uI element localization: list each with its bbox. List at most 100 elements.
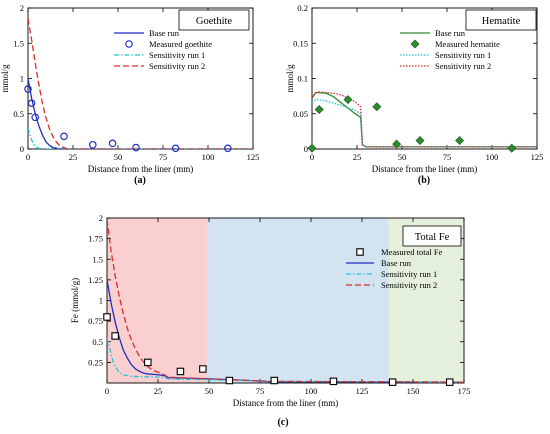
x-tick-label: 0: [26, 152, 30, 162]
series-sensitivity-run-2-line: [107, 219, 464, 383]
chart-title-box: [465, 9, 537, 31]
series-measured-total-fe-point: [445, 378, 454, 386]
y-tick-label: 0.15: [293, 38, 308, 48]
legend-measured-hematite-swatch: [410, 39, 420, 49]
series-measured-hematite-point: [372, 102, 382, 112]
legend-sensitivity-run-1-label: Sensitivity run 1: [381, 269, 437, 279]
y-tick-label: 0.2: [297, 3, 308, 13]
y-axis-label: mmol/g: [285, 64, 295, 93]
x-tick-label: 50: [205, 386, 214, 396]
series-measured-total-fe-point: [388, 378, 397, 386]
chart-panel-b: 0 25 50 75 100 125 0 0.05 0.1 0.15 0.2 Distance fro…: [285, 3, 543, 186]
y-tick-label: 2: [99, 213, 103, 223]
x-tick-label: 125: [247, 152, 260, 162]
legend-measured-goethite-swatch: [125, 40, 133, 48]
panel-label: (b): [418, 175, 430, 186]
legend-base-run-label: Base run: [435, 28, 466, 38]
x-tick-label: 25: [353, 152, 362, 162]
series-measured-hematite-point: [343, 95, 353, 105]
series-sensitivity-run-1-line: [312, 99, 537, 148]
y-tick-label: 1.75: [88, 234, 103, 244]
x-tick-label: 50: [114, 152, 123, 162]
series-measured-total-fe-point: [270, 376, 279, 385]
y-tick-label: 0.5: [13, 109, 24, 119]
x-tick-label: 50: [398, 152, 407, 162]
series-measured-goethite-point: [89, 140, 97, 149]
background-zone-1: [107, 218, 207, 383]
y-tick-label: 2: [20, 3, 24, 13]
y-tick-label: 1: [99, 296, 103, 306]
series-measured-hematite-point: [507, 143, 517, 153]
series-sensitivity-run-1-line: [107, 337, 464, 383]
series-measured-goethite-point: [224, 144, 232, 153]
legend-sensitivity-run-2-label: Sensitivity run 2: [435, 61, 491, 71]
x-tick-label: 75: [443, 152, 452, 162]
series-group: [312, 91, 537, 148]
legend-measured-hematite-label: Measured hematite: [435, 39, 500, 49]
y-tick-label: 0: [304, 144, 308, 154]
y-tick-label: 1: [20, 74, 24, 84]
x-tick-label: 0: [310, 152, 314, 162]
series-measured-hematite-point: [455, 136, 465, 146]
y-tick-label: 1.5: [13, 38, 24, 48]
series-measured-goethite-point: [60, 132, 68, 141]
series-measured-hematite-point: [415, 136, 425, 146]
series-measured-hematite-point: [307, 143, 317, 153]
x-tick-label: 100: [305, 386, 318, 396]
series-group: [28, 18, 253, 149]
series-measured-total-fe-point: [176, 367, 185, 376]
series-measured-total-fe-point: [329, 377, 338, 386]
legend-sensitivity-run-1-label: Sensitivity run 1: [435, 50, 491, 60]
y-axis-label: Fe (mmol/g): [70, 278, 80, 323]
panel-label: (c): [277, 417, 288, 428]
series-measured-total-fe-point: [199, 365, 207, 373]
series-measured-total-fe-point: [111, 332, 119, 340]
x-tick-label: 25: [154, 386, 163, 396]
y-tick-label: 0.1: [297, 74, 308, 84]
legend-sensitivity-run-2-label: Sensitivity run 2: [149, 61, 205, 71]
x-axis-label: Distance from the liner (mm): [233, 398, 338, 408]
chart-title: Goethite: [196, 16, 232, 27]
y-tick-label: 0: [20, 144, 24, 154]
x-tick-label: 25: [69, 152, 78, 162]
series-measured-total-fe-point: [225, 376, 234, 385]
x-tick-label: 150: [407, 386, 420, 396]
x-tick-label: 175: [458, 386, 471, 396]
series-measured-goethite-point: [108, 139, 117, 148]
x-tick-label: 75: [256, 386, 265, 396]
legend-sensitivity-run-1-label: Sensitivity run 1: [149, 50, 205, 60]
x-tick-label: 75: [159, 152, 168, 162]
legend-measured-goethite-label: Measured goethite: [149, 39, 212, 49]
series-measured-goethite-point: [132, 143, 140, 152]
chart-title: Total Fe: [415, 232, 450, 243]
background-zone-2: [206, 218, 389, 383]
chart-title-box: [402, 225, 462, 247]
legend-base-run-label: Base run: [149, 28, 180, 38]
chart-title-box: [178, 9, 250, 31]
x-axis-label: Distance from the liner (mm): [372, 164, 477, 174]
x-tick-label: 100: [486, 152, 499, 162]
legend-base-run-label: Base run: [381, 258, 412, 268]
y-axis-label: mmol/g: [0, 64, 10, 93]
legend-measured-total-fe-swatch: [356, 248, 364, 256]
chart-panel-c: 0 25 50 75 100 125 150 175 0.25 0.5 0.75 1 1.25 1.5 1.…: [70, 213, 470, 428]
legend-measured-total-fe-label: Measured total Fe: [381, 247, 443, 257]
series-measured-hematite-point: [314, 105, 324, 115]
y-tick-label: 0.75: [88, 316, 103, 326]
series-sensitivity-run-2-line: [28, 18, 253, 149]
series-measured-hematite-point: [392, 139, 402, 149]
x-tick-label: 0: [105, 386, 109, 396]
series-measured-goethite-point: [27, 99, 36, 107]
series-measured-total-fe-point: [144, 358, 152, 367]
x-tick-label: 100: [202, 152, 215, 162]
series-measured-goethite-point: [31, 113, 40, 122]
x-axis-label: Distance from the liner (mm): [88, 164, 193, 174]
legend-sensitivity-run-2-label: Sensitivity run 2: [381, 280, 437, 290]
series-measured-goethite-point: [171, 144, 180, 153]
y-tick-label: 1.25: [88, 275, 103, 285]
chart-panel-a: 0 25 50 75 100 125 0 0.5 1 1.5 2 Distance from the …: [0, 3, 259, 186]
y-tick-label: 0.25: [88, 357, 103, 367]
x-tick-label: 125: [531, 152, 544, 162]
series-sensitivity-run-2-line: [312, 91, 537, 148]
